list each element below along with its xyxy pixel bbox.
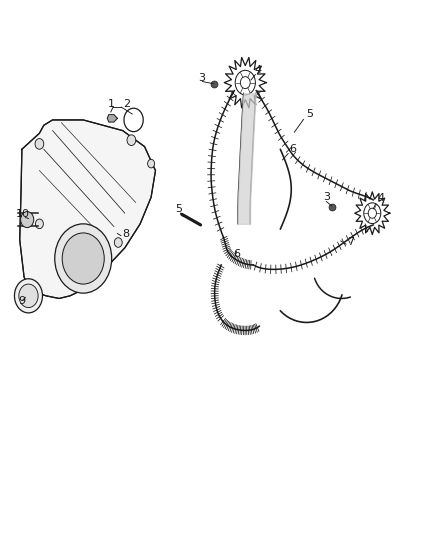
Text: 7: 7 bbox=[347, 237, 354, 247]
Polygon shape bbox=[107, 115, 117, 122]
Circle shape bbox=[55, 224, 112, 293]
Text: 2: 2 bbox=[123, 99, 130, 109]
Text: 6: 6 bbox=[289, 144, 296, 155]
Text: 3: 3 bbox=[323, 192, 330, 202]
Text: 1: 1 bbox=[108, 99, 115, 109]
Circle shape bbox=[62, 233, 104, 284]
Circle shape bbox=[35, 219, 43, 229]
Text: 5: 5 bbox=[306, 109, 313, 119]
Circle shape bbox=[21, 212, 34, 228]
Text: 4: 4 bbox=[378, 193, 385, 204]
Circle shape bbox=[14, 279, 42, 313]
Text: 5: 5 bbox=[175, 204, 182, 214]
Circle shape bbox=[35, 139, 44, 149]
Text: 10: 10 bbox=[15, 209, 29, 220]
Circle shape bbox=[148, 159, 155, 168]
Text: 9: 9 bbox=[18, 296, 25, 306]
Polygon shape bbox=[20, 120, 155, 298]
Text: 3: 3 bbox=[198, 73, 205, 83]
Text: 6: 6 bbox=[233, 249, 240, 259]
Text: 4: 4 bbox=[255, 65, 262, 75]
Circle shape bbox=[127, 135, 136, 146]
Text: 8: 8 bbox=[122, 229, 129, 239]
Circle shape bbox=[19, 284, 38, 308]
Circle shape bbox=[114, 238, 122, 247]
